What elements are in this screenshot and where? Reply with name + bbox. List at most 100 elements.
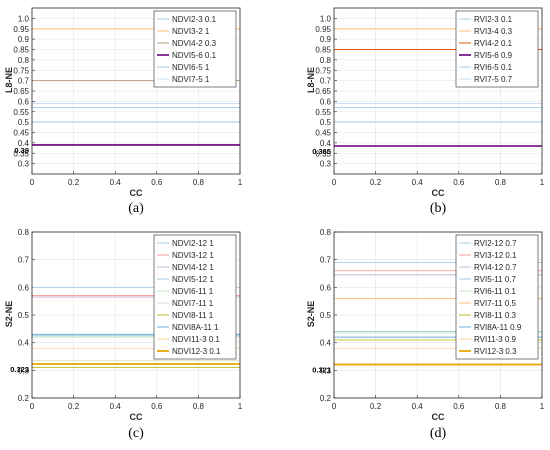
x-tick-label: 0.8: [495, 178, 507, 187]
legend-entry: NDVI4-2 0.3: [172, 39, 217, 48]
legend-entry: NDVI11-3 0.1: [172, 335, 220, 344]
x-tick-label: 0.8: [193, 178, 205, 187]
axes-box: [333, 7, 543, 175]
y-tick-label: 0.7: [18, 77, 30, 86]
x-axis-label: CC: [130, 412, 143, 422]
x-tick-label: 0: [332, 402, 337, 411]
axes-box: [31, 231, 241, 399]
y-tick-label: 0.6: [18, 97, 30, 106]
x-tick-label: 0.2: [370, 178, 382, 187]
legend-box: [455, 10, 539, 88]
legend-entry: RVI8A-11 0.9: [474, 323, 522, 332]
x-tick-label: 0.4: [110, 402, 122, 411]
x-tick-label: 0.4: [412, 402, 424, 411]
figure-caption: (b): [430, 201, 447, 216]
legend-entry: NDVI8A-11 1: [172, 323, 219, 332]
y-tick-label: 0.65: [13, 87, 29, 96]
y-tick-label: 0.4: [18, 339, 30, 348]
y-tick-label: 0.7: [320, 256, 332, 265]
legend-entry: RVI6-5 0.1: [474, 63, 513, 72]
y-tick-label: 0.4: [18, 139, 30, 148]
legend-entry: NDVI6-11 1: [172, 287, 214, 296]
y-tick-label: 0.2: [320, 394, 332, 403]
legend-entry: NDVI5-6 0.1: [172, 51, 217, 60]
y-tick-label: 0.85: [315, 46, 331, 55]
y-tick-label: 0.6: [320, 97, 332, 106]
x-axis-label: CC: [432, 188, 445, 198]
legend-entry: NDVI5-12 1: [172, 275, 214, 284]
legend-entry: NDVI7-11 1: [172, 299, 214, 308]
y-tick-label: 1.0: [320, 14, 332, 23]
x-tick-label: 0.2: [370, 402, 382, 411]
y-tick-label: 0.5: [18, 311, 30, 320]
legend-entry: RVI11-3 0.9: [474, 335, 517, 344]
figure-caption: (a): [128, 201, 144, 216]
legend-entry: RVI4-12 0.7: [474, 263, 517, 272]
y-tick-label: 0.75: [315, 66, 331, 75]
figure-caption: (d): [430, 426, 447, 441]
y-tick-label: 0.5: [320, 311, 332, 320]
y-tick-label: 0.9: [320, 35, 332, 44]
legend: NDVI2-3 0.1 NDVI3-2 1 NDVI4-2 0.3 NDVI5-6 0…: [153, 10, 237, 88]
x-axis-label: CC: [130, 188, 143, 198]
x-tick-label: 1: [540, 178, 545, 187]
x-axis-label: CC: [432, 412, 445, 422]
y-tick-label: 1.0: [18, 14, 30, 23]
legend: RVI2-12 0.7 RVI3-12 0.1 RVI4-12 0.7 RVI5-11…: [455, 234, 539, 360]
y-tick-label: 0.35: [315, 149, 331, 158]
y-tick-label: 0.35: [13, 149, 29, 158]
y-tick-label: 0.9: [18, 35, 30, 44]
legend: RVI2-3 0.1 RVI3-4 0.3 RVI4-2 0.1 RVI5-6 0.9…: [455, 10, 539, 88]
y-tick-label: 0.45: [315, 129, 331, 138]
y-tick-label: 0.3: [18, 366, 30, 375]
x-tick-label: 1: [238, 178, 243, 187]
y-tick-label: 0.3: [320, 366, 332, 375]
x-tick-label: 0: [332, 178, 337, 187]
y-tick-label: 0.5: [320, 118, 332, 127]
legend-entry: RVI6-11 0.1: [474, 287, 517, 296]
legend-box: [455, 234, 539, 360]
y-tick-label: 0.7: [320, 77, 332, 86]
legend-entry: NDVI8-11 1: [172, 311, 214, 320]
legend-entry: RVI12-3 0.3: [474, 347, 517, 356]
y-tick-label: 0.4: [320, 139, 332, 148]
axes-box: [31, 7, 241, 175]
highlight-value-label: 0.385: [312, 147, 331, 156]
x-tick-label: 0.4: [110, 178, 122, 187]
legend-entry: RVI4-2 0.1: [474, 39, 513, 48]
legend-entry: RVI7-5 0.7: [474, 75, 513, 84]
x-tick-label: 1: [540, 402, 545, 411]
y-axis-label: L8-NE: [4, 67, 14, 93]
y-tick-label: 0.8: [18, 56, 30, 65]
legend-entry: RVI8-11 0.3: [474, 311, 517, 320]
figure-caption: (c): [128, 426, 144, 441]
y-tick-label: 0.45: [13, 129, 29, 138]
legend-entry: NDVI6-5 1: [172, 63, 210, 72]
y-tick-label: 0.75: [13, 66, 29, 75]
x-tick-label: 0.6: [453, 402, 465, 411]
legend: NDVI2-12 1 NDVI3-12 1 NDVI4-12 1 NDVI5-12 1…: [153, 234, 237, 360]
legend-entry: RVI2-3 0.1: [474, 15, 513, 24]
x-tick-label: 0: [30, 402, 35, 411]
x-tick-label: 0.6: [453, 178, 465, 187]
x-tick-label: 0.6: [151, 178, 163, 187]
y-tick-label: 0.5: [18, 118, 30, 127]
x-tick-label: 0.2: [68, 402, 80, 411]
y-tick-label: 0.8: [18, 228, 30, 237]
x-tick-label: 0.6: [151, 402, 163, 411]
y-tick-label: 0.6: [320, 283, 332, 292]
legend-entry: RVI3-4 0.3: [474, 27, 513, 36]
legend-box: [153, 10, 237, 88]
legend-entry: NDVI4-12 1: [172, 263, 214, 272]
y-tick-label: 0.65: [315, 87, 331, 96]
legend-entry: NDVI12-3 0.1: [172, 347, 221, 356]
y-tick-label: 0.55: [315, 108, 331, 117]
legend-entry: RVI3-12 0.1: [474, 251, 517, 260]
highlight-value-label: 0.323: [10, 365, 29, 374]
y-tick-label: 0.4: [320, 339, 332, 348]
legend-entry: RVI2-12 0.7: [474, 239, 517, 248]
x-tick-label: 0.2: [68, 178, 80, 187]
y-axis-label: L8-NE: [306, 67, 316, 93]
